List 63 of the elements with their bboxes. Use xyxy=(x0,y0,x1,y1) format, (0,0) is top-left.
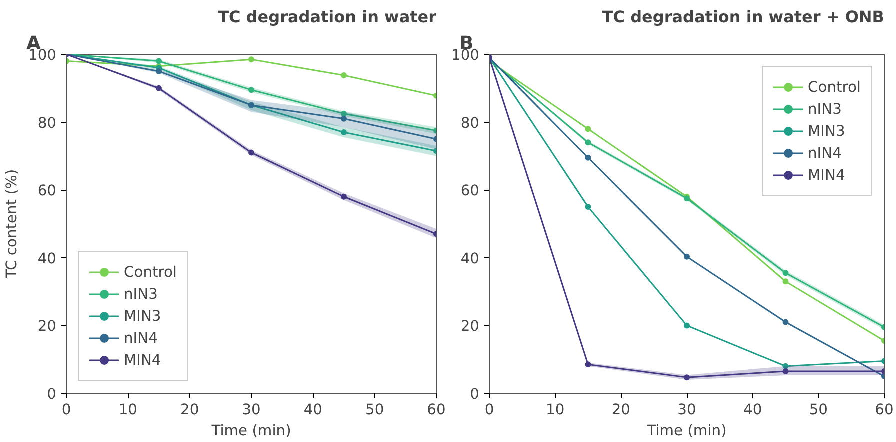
x-tick-label: 30 xyxy=(242,402,261,418)
x-tick-label: 10 xyxy=(546,402,565,418)
point xyxy=(156,58,162,64)
y-tick-label: 40 xyxy=(460,250,480,268)
point xyxy=(782,270,789,276)
point xyxy=(156,68,162,74)
point xyxy=(684,374,690,381)
x-axis-title: Time (min) xyxy=(210,422,292,440)
y-tick-label: 0 xyxy=(47,386,57,403)
x-tick-label: 0 xyxy=(484,402,494,418)
x-tick-label: 40 xyxy=(304,402,322,418)
y-tick-label: 0 xyxy=(470,386,480,403)
point xyxy=(585,126,592,132)
point xyxy=(341,72,347,79)
legend-label: MIN3 xyxy=(124,308,162,324)
x-axis-title: Time (min) xyxy=(646,422,727,440)
legend-label: MIN4 xyxy=(124,352,162,368)
legend-label: nIN4 xyxy=(808,144,842,162)
legend-label: nIN3 xyxy=(808,100,842,118)
point xyxy=(782,363,789,370)
y-tick-label: 40 xyxy=(38,250,57,268)
point xyxy=(684,322,690,329)
y-tick-label: 80 xyxy=(460,114,480,132)
point xyxy=(156,85,162,92)
point xyxy=(248,56,254,63)
legend-label: nIN4 xyxy=(124,330,158,346)
point xyxy=(341,129,347,136)
x-tick-label: 60 xyxy=(427,402,446,418)
point xyxy=(341,116,347,122)
point xyxy=(341,110,347,117)
point xyxy=(782,368,789,374)
point xyxy=(782,319,789,326)
y-tick-label: 60 xyxy=(460,182,480,200)
point xyxy=(248,150,254,156)
chart-title: TC degradation in water xyxy=(218,8,437,26)
point xyxy=(585,154,592,161)
x-tick-label: 40 xyxy=(744,402,762,418)
legend-label: nIN3 xyxy=(124,286,158,302)
x-tick-label: 20 xyxy=(612,402,630,418)
x-tick-label: 20 xyxy=(180,402,200,418)
x-tick-label: 60 xyxy=(875,402,894,418)
y-tick-label: 20 xyxy=(460,318,480,336)
y-axis-title: TC content (%) xyxy=(4,169,21,280)
x-tick-label: 10 xyxy=(118,402,138,418)
point xyxy=(585,140,592,146)
legend-label: Control xyxy=(808,78,861,96)
point xyxy=(782,278,789,285)
point xyxy=(585,362,592,368)
x-tick-label: 50 xyxy=(809,402,828,418)
point xyxy=(341,194,347,200)
chart-title: TC degradation in water + ONB xyxy=(602,8,884,26)
x-tick-label: 30 xyxy=(678,402,696,418)
point xyxy=(585,204,592,210)
y-tick-label: 80 xyxy=(38,114,57,132)
point xyxy=(248,87,254,94)
legend-label: MIN4 xyxy=(808,166,846,184)
y-tick-label: 20 xyxy=(38,318,57,336)
legend-label: MIN3 xyxy=(808,122,846,140)
point xyxy=(684,254,690,260)
legend-label: Control xyxy=(124,264,177,280)
x-tick-label: 0 xyxy=(62,402,72,418)
x-tick-label: 50 xyxy=(366,402,384,418)
y-tick-label: 60 xyxy=(38,182,57,200)
